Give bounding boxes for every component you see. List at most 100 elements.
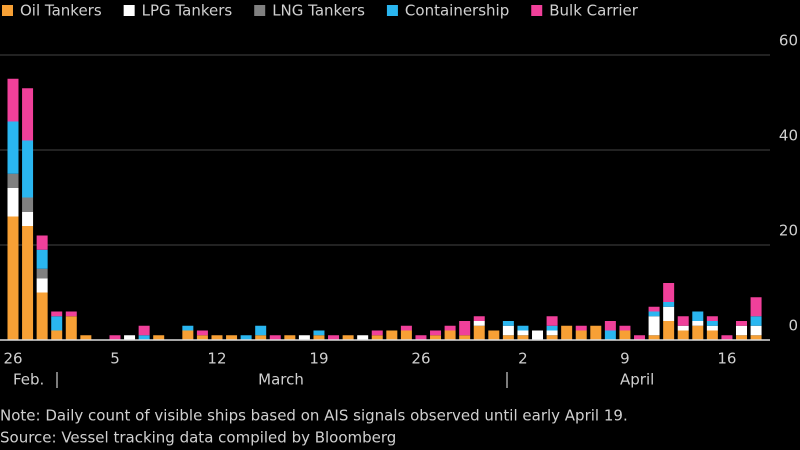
legend-swatch [531,5,543,16]
bar-segment [604,321,616,331]
bar-segment [7,173,19,188]
bar-segment [663,283,675,302]
bar-segment [575,325,587,331]
bar-segment [517,325,529,331]
bar-segment [706,330,718,340]
bar-segment [196,335,208,340]
bar-segment [750,335,762,340]
bar-segment [226,335,238,340]
bar-segment [7,216,19,340]
bar-segment [211,335,223,340]
bar-segment [36,278,48,293]
bar-segment [634,335,646,340]
bar-segment [677,325,689,331]
bar-segment [255,335,267,340]
bar-segment [502,325,514,336]
bar-segment [663,306,675,321]
bar-segment [22,140,34,198]
bar-segment [255,325,267,336]
bar-segment [677,316,689,326]
legend-label: Oil Tankers [20,2,102,20]
bar-segment [750,316,762,326]
bar-segment [517,335,529,340]
legend-swatch [254,5,266,16]
legend-label: LNG Tankers [272,2,365,20]
bar-segment [371,335,383,340]
note: Note: Daily count of visible ships based… [0,407,628,425]
bar-segment [677,330,689,340]
bar-segment [502,321,514,326]
x-tick-label: 19 [309,350,328,368]
bar-segment [648,306,660,312]
y-tick-label: 40 [779,127,798,145]
bar-segment [415,335,427,340]
bar-segment [546,335,558,340]
bar-segment [313,335,325,340]
bar-segment [138,335,150,340]
bar-segment [488,330,500,340]
x-tick-label: 12 [207,350,226,368]
x-tick-label: 9 [620,350,630,368]
bar-segment [36,292,48,340]
bar-segment [750,325,762,336]
bar-segment [721,335,733,340]
bar-segment [473,321,485,326]
y-tick-label: 60 [779,32,798,50]
bar-segment [532,330,544,340]
bar-segment [663,302,675,307]
bar-segment [546,325,558,331]
bar-segment [342,335,354,340]
legend-label: LPG Tankers [142,2,233,20]
bar-segment [138,325,150,336]
bar-segment [124,335,136,340]
bar-segment [590,325,602,340]
month-label: April [620,371,654,389]
bar-segment [65,311,77,317]
bar-segment [80,335,92,340]
legend-swatch [123,5,135,16]
bar-segment [692,325,704,340]
bar-segment [692,321,704,326]
bar-segment [51,311,63,317]
bar-segment [430,330,442,336]
bar-segment [648,316,660,336]
bar-segment [328,335,340,340]
bar-segment [51,330,63,340]
x-tick-label: 5 [110,350,120,368]
bar-segment [706,321,718,326]
bar-segment [182,325,194,331]
bar-segment [196,330,208,336]
legend-swatch [386,5,398,16]
x-tick-label: 26 [411,350,430,368]
bar-segment [736,325,747,336]
bar-segment [182,330,194,340]
bar-segment [736,335,747,340]
bar-segment [459,321,471,336]
bar-segment [648,311,660,317]
x-tick-label: 26 [3,350,22,368]
bar-segment [298,335,310,340]
bar-segment [561,325,573,340]
bar-segment [648,335,660,340]
bar-segment [750,297,762,317]
bar-segment [7,188,19,217]
bar-segment [7,121,19,174]
bar-segment [153,335,165,340]
bar-segment [240,335,252,340]
bar-segment [706,316,718,321]
bar-segment [36,268,48,279]
y-tick-label: 0 [788,317,798,335]
bar-segment [473,325,485,340]
bar-segment [371,330,383,336]
bar-segment [36,249,48,269]
bar-segment [473,316,485,321]
bar-segment [517,330,529,336]
bar-segment [109,335,121,340]
bar-segment [400,325,412,331]
bar-segment [604,330,616,340]
bar-segment [430,335,442,340]
bar-segment [619,325,631,331]
bar-segment [663,321,675,340]
month-label: Feb. [13,371,44,389]
